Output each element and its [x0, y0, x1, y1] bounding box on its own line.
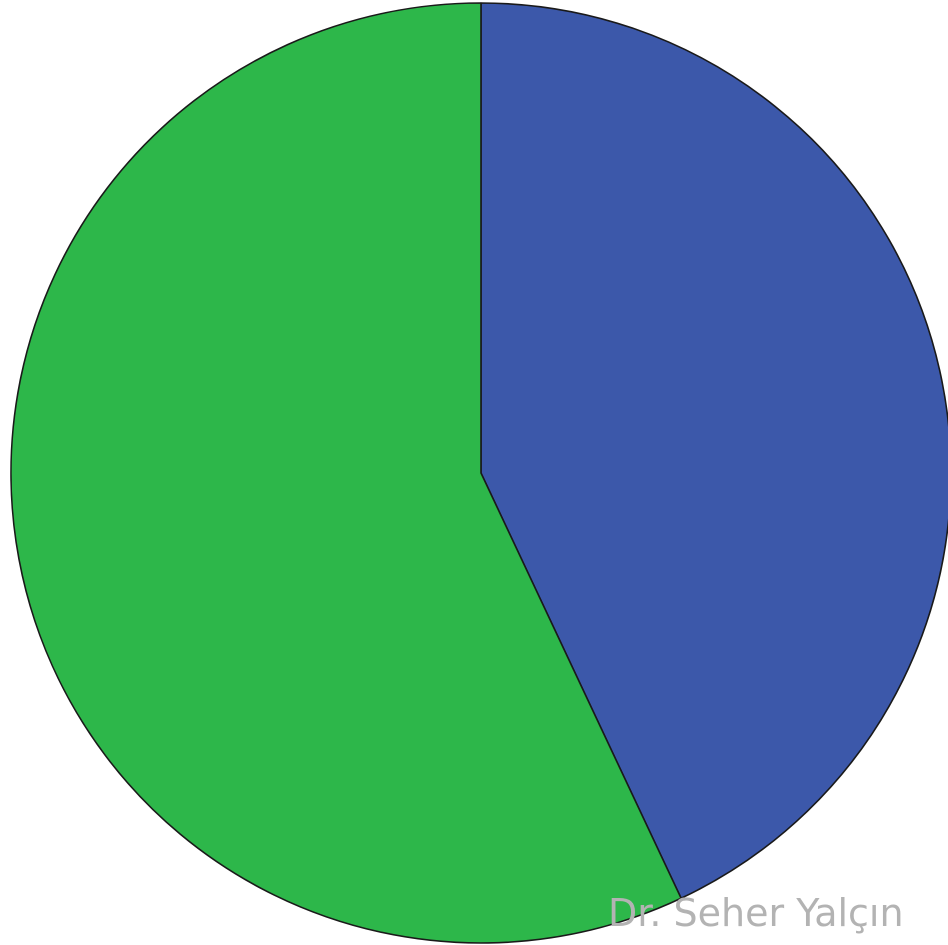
author-watermark: Dr. Seher Yalçın — [608, 891, 904, 935]
pie-slice-1 — [480, 2, 948, 900]
pie-slice-2 — [10, 2, 682, 944]
